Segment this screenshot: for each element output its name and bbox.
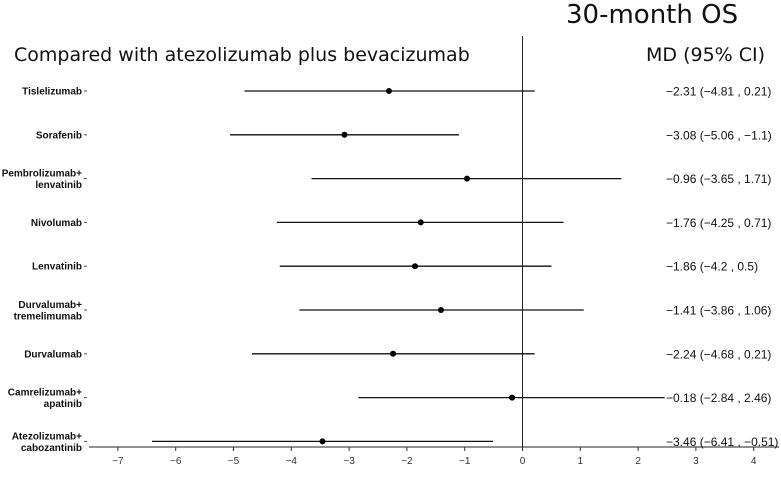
row-label: Nivolumab (31, 218, 82, 229)
chart-title: 30-month OS (566, 0, 739, 30)
point-estimate (417, 219, 424, 226)
ci-text: −0.18 (−2.84 , 2.46) (666, 391, 771, 405)
point-estimate (411, 263, 418, 270)
ci-text: −3.46 (−6.41 , −0.51) (666, 435, 778, 449)
row-label: Camrelizumab+ (8, 388, 82, 399)
ci-text: −3.08 (−5.06 , −1.1) (666, 128, 772, 142)
ci-text: −1.86 (−4.2 , 0.5) (666, 260, 758, 274)
row-label: apatinib (44, 399, 82, 410)
row-label: tremelimumab (14, 312, 82, 323)
row-label: Tislelizumab (22, 87, 82, 98)
x-tick-label: 2 (635, 456, 641, 467)
x-tick-label: −7 (112, 456, 124, 467)
point-estimate (438, 307, 445, 313)
x-tick-label: −3 (343, 456, 355, 467)
point-estimate (509, 394, 516, 401)
ci-text: −2.31 (−4.81 , 0.21) (666, 85, 771, 99)
chart-subtitle: Compared with atezolizumab plus bevacizu… (14, 44, 470, 66)
point-estimate (385, 88, 392, 94)
row-label: Sorafenib (36, 130, 82, 141)
x-tick-label: 0 (520, 456, 526, 467)
point-estimate (464, 175, 471, 182)
x-tick-label: 4 (751, 456, 757, 467)
row-label: lenvatinib (35, 180, 82, 191)
point-estimate (390, 350, 397, 357)
x-tick-label: −6 (170, 456, 182, 467)
ci-text: −2.24 (−4.68 , 0.21) (666, 347, 771, 361)
x-tick-label: −5 (228, 456, 240, 467)
ci-text: −1.76 (−4.25 , 0.71) (666, 216, 771, 230)
row-label: cabozantinib (21, 443, 82, 454)
x-tick-label: −2 (401, 456, 413, 467)
row-label: Durvalumab+ (18, 300, 82, 311)
x-tick-label: −4 (286, 456, 298, 467)
point-estimate (341, 131, 348, 138)
row-label: Atezolizumab+ (12, 431, 82, 442)
x-tick-label: 3 (693, 456, 699, 467)
row-label: Pembrolizumab+ (2, 169, 82, 180)
point-estimate (319, 438, 326, 445)
ci-text: −1.41 (−3.86 , 1.06) (666, 304, 771, 318)
ci-column-header: MD (95% CI) (646, 44, 766, 66)
row-label: Durvalumab (24, 349, 82, 360)
ci-text: −0.96 (−3.65 , 1.71) (666, 172, 771, 186)
x-tick-label: 1 (578, 456, 584, 467)
row-label: Lenvatinib (32, 262, 82, 273)
x-tick-label: −1 (459, 456, 471, 467)
